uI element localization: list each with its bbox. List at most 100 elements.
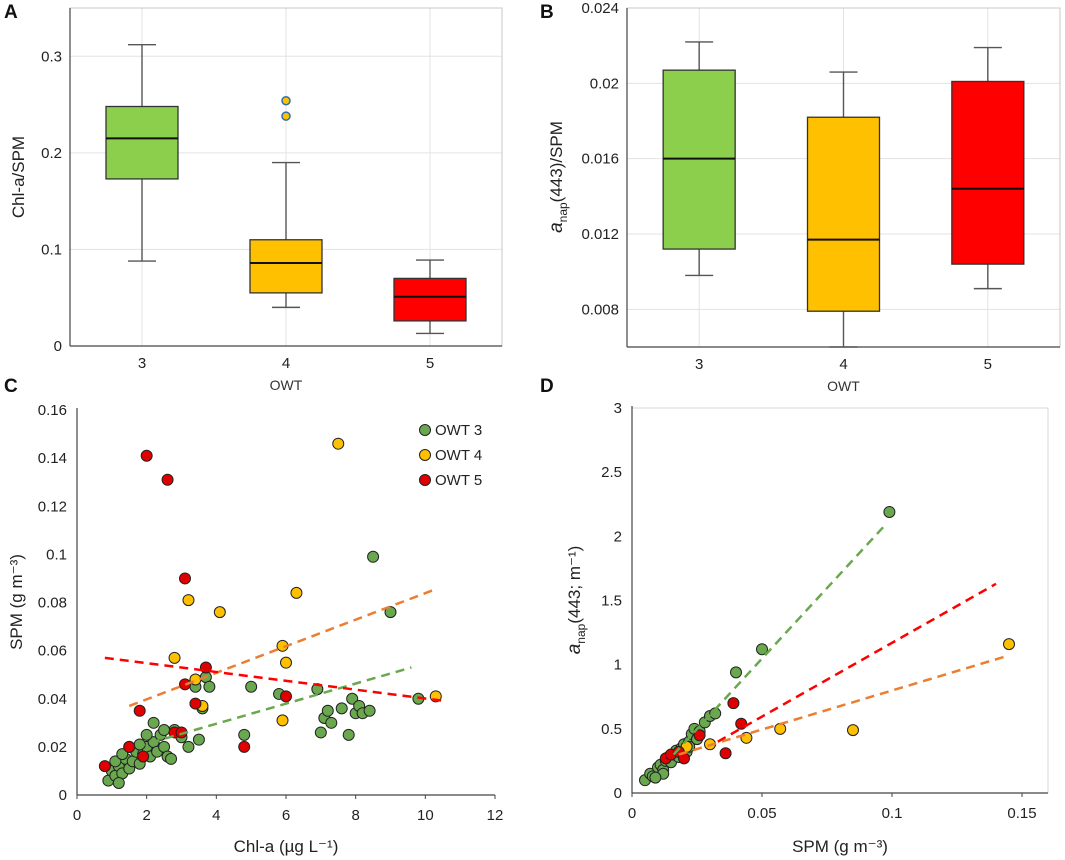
point-owt-3 <box>140 728 153 741</box>
point-owt-5 <box>133 704 146 717</box>
panel-a-boxplot: 0 0.1 0.2 0.3 3 4 5 OWT Chl-a/SPM <box>9 7 503 393</box>
point-owt-3 <box>109 755 122 768</box>
legend-label: OWT 3 <box>435 422 482 439</box>
y-axis-label: Chl-a/SPM <box>9 136 28 218</box>
x-tick-label: 0.1 <box>882 805 903 822</box>
point-owt-3 <box>158 724 171 737</box>
point-owt-3 <box>346 692 359 705</box>
y-tick-label: 0.008 <box>581 301 619 318</box>
x-axis-label: Chl-a (µg L⁻¹) <box>234 837 339 856</box>
legend-marker <box>419 449 431 461</box>
y-tick-label: 0.024 <box>581 0 619 17</box>
x-axis-label: SPM (g m⁻³) <box>792 837 888 856</box>
y-tick-label: 0.06 <box>38 643 67 660</box>
point-owt-5 <box>178 678 191 691</box>
panel-b-boxplot: 0.008 0.012 0.016 0.02 0.024 3 4 5 OWT anap(443)/… <box>546 0 1061 394</box>
point-owt-3 <box>730 666 742 679</box>
fit-line-owt-3 <box>135 666 412 749</box>
y-tick-label: 1.5 <box>601 593 622 610</box>
point-owt-3 <box>756 643 768 656</box>
box-owt-3 <box>105 105 179 180</box>
fit-line-owt-4 <box>128 589 433 708</box>
point-owt-3 <box>203 680 216 693</box>
y-tick-label: 0.2 <box>41 145 62 162</box>
y-axis-label-d-sub: nap <box>574 623 588 643</box>
x-tick-label: 0.05 <box>747 805 776 822</box>
y-tick-label: 0.02 <box>590 75 619 92</box>
y-tick-label: 2.5 <box>601 464 622 481</box>
point-owt-3 <box>883 505 896 518</box>
x-tick-label: 10 <box>417 807 434 824</box>
point-owt-3 <box>147 716 160 729</box>
point-owt-4 <box>213 606 226 619</box>
panel-letter-b: B <box>540 2 554 23</box>
y-tick-label: 0.16 <box>38 402 67 419</box>
point-owt-5 <box>140 449 153 462</box>
x-tick-label: 3 <box>138 355 146 372</box>
point-owt-3 <box>238 728 251 741</box>
point-owt-3 <box>192 733 205 746</box>
x-tick-label: 6 <box>282 807 290 824</box>
box-owt-4 <box>249 239 323 294</box>
fit-line-owt-5 <box>717 582 997 743</box>
y-tick-label: 0.1 <box>46 546 67 563</box>
y-tick-label: 2 <box>614 528 622 545</box>
outlier-point <box>281 111 291 121</box>
x-tick-label: 12 <box>487 807 504 824</box>
point-owt-4 <box>276 714 289 727</box>
y-tick-label: 0 <box>614 785 622 802</box>
y-tick-label: 0.14 <box>38 450 67 467</box>
point-owt-5 <box>199 661 212 674</box>
point-owt-3 <box>112 776 125 789</box>
y-tick-label: 0.12 <box>38 498 67 515</box>
y-axis-label-d: anap(443; m⁻¹) <box>564 546 588 655</box>
panel-letter-a: A <box>4 2 18 23</box>
point-owt-3 <box>314 726 327 739</box>
x-tick-label: 3 <box>695 356 703 373</box>
point-owt-4 <box>1003 638 1015 651</box>
panel-letter-d: D <box>540 376 554 397</box>
point-owt-3 <box>363 704 376 717</box>
x-tick-label: 5 <box>984 356 992 373</box>
y-tick-label: 0.016 <box>581 151 619 168</box>
x-tick-label: 4 <box>282 355 290 372</box>
y-axis-label: SPM (g m⁻³) <box>7 554 26 650</box>
panel-letter-c: C <box>4 376 18 397</box>
point-owt-3 <box>384 606 397 619</box>
point-owt-5 <box>280 690 292 703</box>
y-axis-label-b-main: a <box>546 222 567 233</box>
fit-line-owt-3 <box>672 525 886 756</box>
y-tick-label: 0 <box>54 338 62 355</box>
legend-label: OWT 4 <box>435 447 482 464</box>
y-tick-label: 0.04 <box>38 691 67 708</box>
point-owt-5 <box>719 747 732 760</box>
y-tick-label: 0.012 <box>581 226 619 243</box>
point-owt-3 <box>335 702 348 715</box>
x-tick-label: 4 <box>839 356 847 373</box>
point-owt-3 <box>182 740 195 753</box>
panel-c-scatter: 0 0.02 0.04 0.06 0.08 0.1 0.12 0.14 0.16 0 2 4 6 8 10 1… <box>7 402 503 856</box>
point-owt-5 <box>178 572 191 585</box>
y-tick-label: 0.02 <box>38 739 67 756</box>
x-tick-label: 2 <box>142 807 150 824</box>
outlier-point <box>281 95 291 106</box>
y-tick-label: 0.08 <box>38 595 67 612</box>
y-axis-label-d-main: a <box>564 644 585 655</box>
point-owt-3 <box>342 728 355 741</box>
y-tick-label: 0.1 <box>41 241 62 258</box>
x-tick-label: 5 <box>426 355 434 372</box>
point-owt-5 <box>727 697 740 710</box>
x-tick-label: 4 <box>212 807 220 824</box>
y-tick-label: 0.5 <box>601 721 622 738</box>
legend-marker <box>419 424 431 436</box>
box-owt-5 <box>951 80 1025 265</box>
point-owt-4 <box>290 586 303 599</box>
point-owt-3 <box>325 716 338 729</box>
box-owt-4 <box>806 116 881 312</box>
point-owt-4 <box>740 731 753 744</box>
y-axis-label-d-rest: (443; m⁻¹) <box>565 546 584 624</box>
x-tick-label: 8 <box>351 807 359 824</box>
point-owt-5 <box>161 473 174 486</box>
point-owt-4 <box>332 437 345 450</box>
